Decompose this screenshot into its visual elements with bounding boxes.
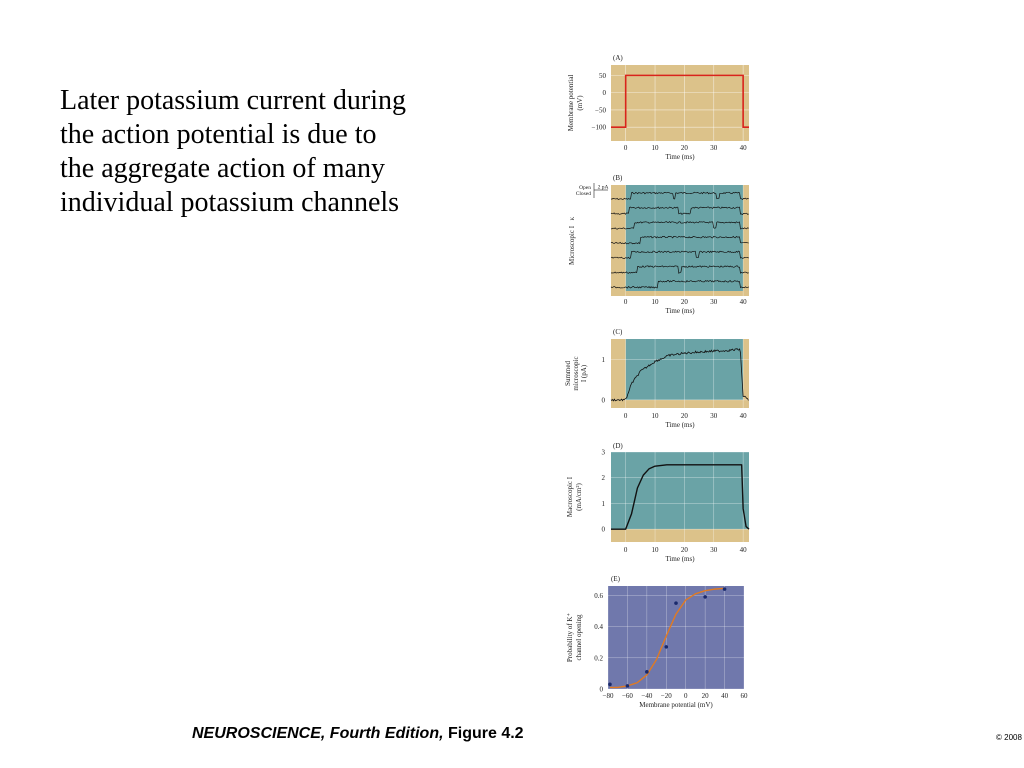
panel-e-x-tick-label: 0	[684, 692, 688, 700]
panel-e-data-point	[674, 601, 678, 605]
panel-a-x-tick-label: 30	[710, 144, 718, 152]
panel-e-y-tick-label: 0.2	[594, 654, 603, 662]
panel-c-x-tick-label: 30	[710, 412, 718, 420]
panel-b-single-channel-trace	[610, 250, 749, 259]
panel-a-x-tick-label: 20	[681, 144, 689, 152]
panel-e-data-point	[645, 670, 649, 674]
panel-b-y-axis-subscript: K	[571, 216, 576, 220]
panel-a-y-tick-label: 50	[599, 72, 607, 80]
panel-b-single-channel-trace	[610, 191, 749, 201]
panel-a-y-tick-label: −100	[592, 124, 607, 132]
figure-4-2: (A) 50 0 −50 −100 0 10 20 30 40 Time (ms) Membrane …	[558, 48, 768, 716]
panel-a-background	[611, 65, 749, 141]
panel-d-y-tick-label: 3	[602, 449, 606, 457]
panel-e-x-tick-label: 20	[702, 692, 710, 700]
panel-b-x-tick-label: 0	[624, 298, 628, 306]
panel-a-y-axis-label: Membrane potential	[567, 75, 575, 132]
panel-a-y-tick-label: −50	[595, 106, 606, 114]
panel-e-label: (E)	[611, 575, 621, 583]
panel-e-data-point	[608, 682, 612, 687]
panel-e-x-tick-label: −60	[622, 692, 633, 700]
slide-text-line: individual potassium channels	[60, 187, 400, 218]
panel-a-y-axis-unit: (mV)	[576, 95, 584, 111]
slide-text-line: the action potential is due to	[60, 119, 377, 150]
panel-b-open-label: Open	[579, 185, 591, 191]
panel-a-voltage-step-line	[611, 74, 749, 128]
copyright-notice: © 2008	[996, 733, 1022, 742]
panel-a-x-tick-label: 10	[652, 144, 660, 152]
panel-d-y-axis-label: Macroscopic I	[566, 476, 574, 517]
panel-a-x-tick-label: 0	[624, 144, 628, 152]
slide-text-line: Later potassium current during	[60, 85, 407, 116]
panel-c-y-tick-label: 0	[602, 396, 606, 404]
panel-e-x-tick-label: −40	[641, 692, 652, 700]
panel-e-x-tick-label: 40	[721, 692, 729, 700]
panel-b-x-tick-label: 10	[652, 298, 660, 306]
panel-e-y-axis-label: channel opening	[575, 614, 583, 661]
panel-a-x-axis-label: Time (ms)	[665, 153, 695, 161]
panel-e-x-axis-label: Membrane potential (mV)	[639, 701, 713, 709]
slide-text-line: the aggregate action of many	[60, 153, 385, 184]
panel-d-x-tick-label: 20	[681, 546, 689, 554]
panel-d-x-axis-label: Time (ms)	[665, 555, 695, 563]
slide-body-text: Later potassium current during the actio…	[60, 84, 500, 220]
panel-c-x-tick-label: 0	[624, 412, 628, 420]
panel-b-y-axis-label: Microscopic I	[568, 225, 576, 265]
panel-b-single-channel-trace	[610, 221, 749, 230]
panel-d-y-tick-label: 2	[602, 474, 606, 482]
panel-b-single-channel-trace	[610, 265, 749, 274]
panel-d-macroscopic-current-curve	[611, 464, 750, 530]
panel-a-x-tick-label: 40	[740, 144, 748, 152]
panel-e-data-point	[703, 595, 707, 599]
panel-d-x-tick-label: 30	[710, 546, 718, 554]
panel-b-label: (B)	[613, 174, 623, 182]
panel-e-data-point	[625, 684, 630, 688]
caption-book-title: NEUROSCIENCE, Fourth Edition,	[192, 725, 444, 742]
panel-e-x-tick-label: −20	[661, 692, 672, 700]
figure-caption: NEUROSCIENCE, Fourth Edition, Figure 4.2	[192, 725, 524, 743]
panel-c-x-tick-label: 10	[652, 412, 660, 420]
panel-c-y-axis-label: microscopic	[572, 356, 580, 390]
panel-d-y-tick-label: 0	[602, 526, 606, 534]
panel-b-single-channel-trace	[610, 280, 749, 289]
panel-c-x-tick-label: 40	[740, 412, 748, 420]
panel-e-x-tick-label: −80	[603, 692, 614, 700]
panel-e-x-tick-label: 60	[741, 692, 749, 700]
panel-c-x-tick-label: 20	[681, 412, 689, 420]
panel-c-label: (C)	[613, 328, 623, 336]
panel-b-single-channel-trace	[610, 206, 749, 215]
panel-a-label: (A)	[613, 54, 623, 62]
panel-d-label: (D)	[613, 442, 623, 450]
panel-e-y-tick-label: 0.6	[594, 592, 603, 600]
panel-d-y-axis-unit: (mA/cm²)	[575, 482, 583, 510]
panel-b-x-axis-label: Time (ms)	[665, 307, 695, 315]
panel-c-y-axis-label: Summed	[564, 361, 572, 386]
panel-e-data-point	[722, 587, 727, 591]
panel-d-x-tick-label: 0	[624, 546, 628, 554]
panel-d-x-tick-label: 40	[740, 546, 748, 554]
panel-d-y-tick-label: 1	[602, 500, 606, 508]
panel-a-y-tick-label: 0	[603, 89, 607, 97]
panel-e-y-tick-label: 0.4	[594, 623, 603, 631]
panel-c-summed-current-trace	[610, 347, 749, 402]
caption-figure-number: Figure 4.2	[443, 725, 524, 742]
panel-b-closed-label: Closed	[576, 191, 592, 197]
panel-b-x-tick-label: 30	[710, 298, 718, 306]
panel-d-upper-band	[611, 452, 749, 530]
panel-b-scale-bar-label: 2 pA	[598, 185, 609, 191]
panel-c-y-tick-label: 1	[602, 356, 606, 364]
panel-d-x-tick-label: 10	[652, 546, 660, 554]
panel-e-y-axis-label: Probability of K⁺	[566, 613, 574, 662]
panel-c-x-axis-label: Time (ms)	[665, 421, 695, 429]
panel-b-single-channel-trace	[610, 235, 749, 245]
panel-b-x-tick-label: 20	[681, 298, 689, 306]
panel-c-y-axis-unit: I (pA)	[580, 364, 588, 382]
panel-e-data-point	[664, 645, 669, 649]
panel-b-x-tick-label: 40	[740, 298, 748, 306]
panel-e-y-tick-label: 0	[600, 686, 604, 694]
